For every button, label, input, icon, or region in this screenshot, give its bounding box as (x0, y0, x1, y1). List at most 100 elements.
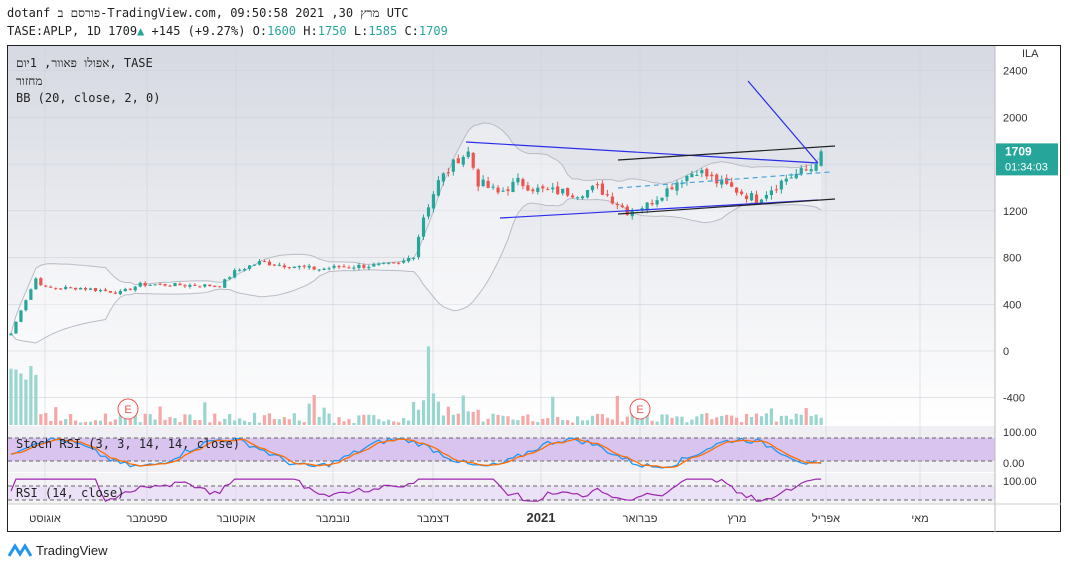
candle-body (34, 278, 38, 290)
volume-bar (635, 416, 639, 425)
volume-bar (377, 419, 381, 425)
tradingview-logo-icon (8, 543, 32, 557)
candle-body (208, 284, 212, 287)
candle-body (148, 284, 152, 286)
channel-upper (617, 145, 836, 161)
volume-bar (705, 413, 709, 425)
volume-bar (49, 420, 53, 425)
candle-body (29, 289, 33, 300)
volume-bar (352, 422, 356, 425)
volume-bar (337, 417, 341, 425)
volume-bar (148, 414, 152, 425)
candle-body (312, 266, 316, 270)
volume-bar (536, 422, 540, 425)
volume-bar (620, 421, 624, 425)
volume-bar (83, 421, 88, 425)
candle-body (402, 260, 406, 263)
candle-body (650, 202, 654, 205)
candle-body (59, 288, 63, 290)
volume-bar (416, 409, 421, 425)
candle-body (352, 267, 356, 269)
volume-bar (700, 413, 704, 425)
volume-bar (600, 414, 605, 425)
candle-body (24, 300, 28, 311)
legend-title: אפולו פאוור, 1יום, TASE (16, 56, 153, 70)
volume-bar (188, 414, 192, 425)
candle-body (744, 195, 749, 200)
candle-body (392, 262, 396, 264)
candle-body (292, 266, 296, 269)
volume-bar (297, 420, 301, 425)
volume-bar (710, 419, 714, 425)
l-label: L: (353, 24, 369, 38)
volume-bar (233, 420, 237, 425)
volume-bar (203, 402, 207, 425)
legend-bb: BB (20, close, 2, 0) (16, 91, 161, 105)
volume-bar (59, 420, 63, 425)
candle-body (715, 174, 719, 184)
candle-body (571, 195, 575, 198)
candle-body (362, 265, 366, 268)
candle-body (784, 178, 788, 182)
candle-body (739, 191, 744, 195)
candle-body (511, 181, 515, 193)
volume-bar (163, 419, 167, 425)
change: +145 (+9.27%) (151, 24, 246, 38)
volume-bar (814, 414, 818, 425)
volume-bar (730, 415, 734, 425)
volume-bar (153, 419, 157, 425)
candle-body (367, 266, 371, 269)
volume-bar (605, 417, 609, 425)
candle-body (377, 263, 381, 265)
volume-bar (451, 414, 455, 425)
volume-bar (64, 419, 68, 425)
candle-body (93, 288, 98, 291)
volume-bar (372, 415, 376, 425)
candle-body (108, 291, 112, 293)
volume-bar (118, 415, 122, 425)
volume-bar (655, 421, 659, 425)
volume-bar (347, 419, 351, 425)
volume-bar (218, 421, 222, 425)
candle-body (501, 190, 505, 192)
volume-bar (133, 415, 137, 425)
volume-bar (516, 420, 520, 425)
volume-bar (610, 419, 614, 425)
candle-body (660, 197, 664, 201)
candle-body (74, 287, 78, 290)
volume-bar (531, 421, 535, 425)
time-label: פברואר (623, 513, 658, 525)
stoch-d-line (10, 438, 822, 469)
volume-bar (774, 421, 778, 425)
candle-body (426, 207, 431, 217)
candle-body (54, 287, 58, 289)
candle-body (769, 190, 774, 196)
volume-bar (595, 413, 600, 425)
channel-lower (617, 198, 836, 215)
candle-body (521, 179, 525, 187)
volume-bar (580, 420, 585, 425)
volume-bar (521, 415, 525, 425)
volume-bar (561, 420, 565, 425)
candle-body (372, 264, 376, 267)
volume-bar (526, 414, 530, 425)
volume-bar (34, 374, 38, 425)
volume-bar (382, 421, 386, 425)
candle-body (297, 265, 301, 268)
volume-bar (735, 417, 739, 425)
tradingview-logo[interactable]: TradingView (8, 542, 108, 558)
volume-bar (799, 414, 803, 425)
volume-bar (809, 415, 813, 425)
close-value: 1709 (418, 24, 448, 38)
up-arrow-icon: ▲ (137, 24, 145, 38)
candle-body (690, 173, 694, 178)
price-tick: 400 (1003, 299, 1021, 311)
candle-body (556, 186, 560, 195)
volume-bar (441, 415, 445, 425)
time-label: אוקטובר (217, 513, 256, 525)
candle-body (809, 169, 813, 172)
volume-bar (24, 379, 28, 425)
candle-body (605, 194, 609, 196)
volume-bar (660, 414, 664, 425)
